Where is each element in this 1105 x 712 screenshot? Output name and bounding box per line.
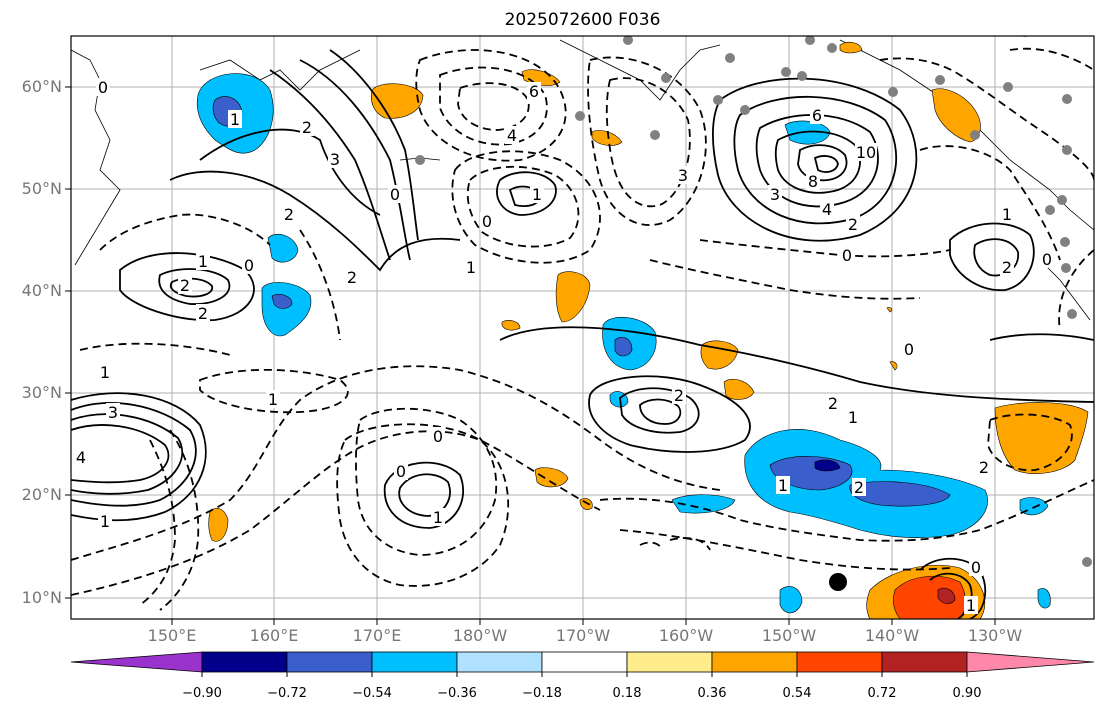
contour-label: 1 (1002, 205, 1012, 224)
negative-shading (196, 73, 1051, 614)
gridlines (71, 36, 1094, 619)
contour-label: 0 (971, 558, 981, 577)
colorbar-segment (541, 651, 628, 673)
contour-label: 1 (100, 363, 110, 382)
dashed-contours (71, 47, 1094, 611)
contour-label: 6 (529, 82, 539, 101)
contour-label: 1 (230, 110, 240, 129)
contour-label: 0 (1042, 250, 1052, 269)
contour-label: 0 (396, 462, 406, 481)
colorbar-tick-label: 0.36 (697, 686, 727, 701)
colorbar-segment (456, 651, 543, 673)
contour-label: 1 (100, 512, 110, 531)
contour-label: 2 (828, 394, 838, 413)
contour-label: 0 (904, 340, 914, 359)
lon-label: 150°E (147, 626, 197, 645)
lon-label: 170°W (555, 626, 611, 645)
colorbar-segment (286, 651, 373, 673)
contour-label: 1 (466, 258, 476, 277)
lon-label: 160°W (658, 626, 714, 645)
lat-label: 20°N (21, 485, 62, 504)
colorbar-tick-label: 0.54 (782, 686, 812, 701)
colorbar-extend-low (70, 651, 203, 673)
lon-label: 150°W (761, 626, 817, 645)
positive-shading (208, 41, 1089, 619)
contour-label: 3 (108, 403, 118, 422)
colorbar-tick-label: −0.54 (352, 686, 392, 701)
lon-label: 140°W (864, 626, 920, 645)
contour-label: 0 (842, 246, 852, 265)
map-title: 2025072600 F036 (504, 10, 661, 30)
colorbar-segment (711, 651, 798, 673)
colorbar-segment (371, 651, 458, 673)
colorbar-segment (201, 651, 288, 673)
black-station-marker (829, 573, 847, 591)
contour-label: 1 (198, 252, 208, 271)
lat-label: 30°N (21, 383, 62, 402)
colorbar-tick-label: −0.90 (182, 686, 222, 701)
lon-label: 180°W (452, 626, 508, 645)
contour-label: 2 (854, 478, 864, 497)
colorbar-tick-label: −0.18 (522, 686, 562, 701)
colorbar-extend-high (966, 651, 1095, 673)
contour-label: 1 (848, 408, 858, 427)
colorbar-tick-label: −0.72 (267, 686, 307, 701)
contour-label: 1 (532, 185, 542, 204)
contour-label: 1 (268, 390, 278, 409)
contour-label: 2 (1002, 258, 1012, 277)
tick-marks (65, 86, 996, 625)
contour-label: 2 (198, 304, 208, 323)
contour-label: 2 (848, 215, 858, 234)
map-canvas (71, 36, 1094, 619)
contour-label: 1 (778, 476, 788, 495)
lon-label: 130°W (967, 626, 1023, 645)
contour-label: 0 (98, 78, 108, 97)
contour-label: 0 (433, 427, 443, 446)
contour-label: 2 (284, 205, 294, 224)
colorbar (70, 651, 1095, 677)
colorbar-tick-label: −0.36 (437, 686, 477, 701)
contour-label: 4 (507, 126, 517, 145)
contour-labels: 0 1 2 3 6 0 2 1 0 2 2 0 1 6 4 3 6 10 8 4… (74, 78, 1054, 615)
contour-label: 2 (674, 386, 684, 405)
solid-contours (71, 49, 1094, 619)
contour-label: 0 (390, 185, 400, 204)
station-dots (415, 36, 1092, 567)
colorbar-segment (626, 651, 713, 673)
contour-label: 3 (770, 185, 780, 204)
colorbar-segment (881, 651, 968, 673)
lat-label: 60°N (21, 77, 62, 96)
colorbar-segment (796, 651, 883, 673)
lat-label: 50°N (21, 179, 62, 198)
coastlines (71, 39, 1094, 321)
contour-label: 6 (812, 106, 822, 125)
contour-label: 8 (808, 172, 818, 191)
contour-label: 0 (244, 256, 254, 275)
contour-label: 4 (76, 448, 86, 467)
contour-label: 2 (347, 268, 357, 287)
lat-label: 40°N (21, 281, 62, 300)
contour-label: 3 (678, 166, 688, 185)
lon-label: 160°E (249, 626, 299, 645)
colorbar-tick-label: 0.90 (952, 686, 982, 701)
contour-label: 1 (966, 596, 976, 615)
contour-label: 3 (330, 150, 340, 169)
contour-label: 10 (856, 143, 876, 162)
lon-label: 170°E (352, 626, 402, 645)
contour-label: 4 (822, 200, 832, 219)
contour-label: 0 (482, 212, 492, 231)
contour-label: 1 (433, 508, 443, 527)
colorbar-tick-label: 0.18 (612, 686, 642, 701)
colorbar-tick-label: 0.72 (867, 686, 897, 701)
lat-label: 10°N (21, 588, 62, 607)
contour-label: 2 (180, 276, 190, 295)
contour-label: 2 (302, 118, 312, 137)
contour-label: 2 (979, 458, 989, 477)
